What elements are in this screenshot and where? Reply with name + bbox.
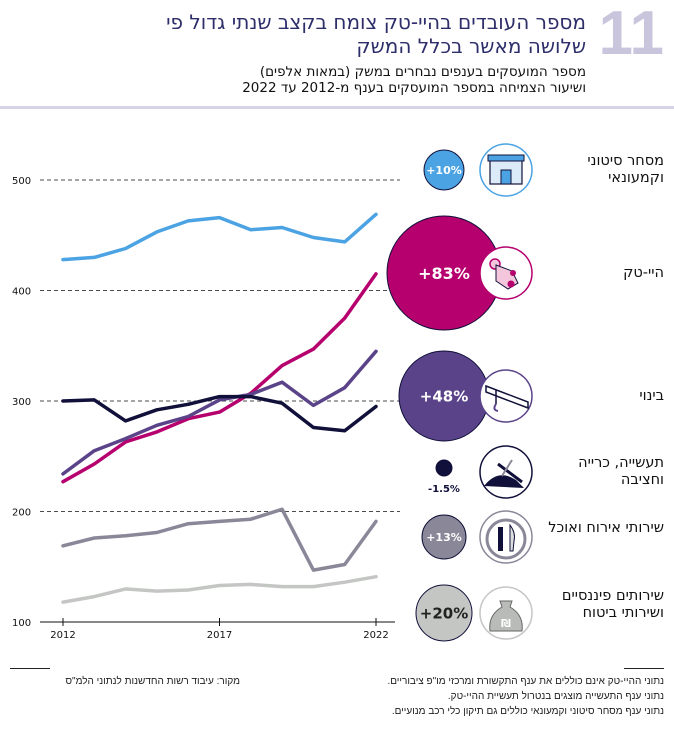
series-line: [61, 507, 378, 572]
subtitle-line-1: מספר המועסקים בענפים נבחרים במשק (במאות …: [259, 64, 586, 80]
subtitle-line-2: ושיעור הצמיחה במספר המועסקים בענף מ-2012…: [242, 80, 586, 96]
joint: [507, 280, 515, 288]
growth-bubble: [435, 459, 453, 477]
figure-number: 11: [598, 0, 664, 68]
footnotes: נתוני ההיי-טק אינם כוללים את ענף התקשורת…: [304, 674, 664, 719]
growth-label: +10%: [426, 164, 462, 177]
bag: [489, 600, 523, 632]
footnote: נתוני ענף התעשייה מוצגים בנטרול תעשיית ה…: [447, 691, 664, 702]
series-label: בינוי: [639, 387, 664, 404]
footnote: נתוני ענף מסחר סיטוני וקמעונאי כוללים גם…: [391, 706, 664, 717]
icon-circle: [479, 445, 533, 499]
series-line: [61, 394, 378, 433]
pickaxe-head: [501, 459, 513, 477]
y-tick-label: 300: [12, 397, 31, 408]
crane-arm: [485, 384, 529, 410]
y-tick-label: 500: [12, 176, 31, 187]
robot-hand-icon: [479, 246, 533, 300]
series-label: היי-טק: [623, 264, 664, 281]
series-line: [61, 272, 378, 484]
y-tick-label: 400: [12, 287, 31, 298]
growth-label: +13%: [426, 531, 462, 544]
growth-label: -1.5%: [428, 484, 460, 495]
x-tick-label: 2022: [363, 630, 388, 641]
series-label: מסחר סיטוני וקמעונאי: [587, 153, 664, 186]
money-bag-icon: ₪: [479, 586, 533, 640]
plate: [485, 518, 527, 560]
line-chart: 100 200 300 400 500 2012 2017 2022 +10% +83% +48%…: [12, 143, 533, 642]
growth-bubble: [423, 149, 465, 191]
crane-hook: [493, 403, 499, 412]
chart-subtitle: מספר המועסקים בענפים נבחרים במשק (במאות …: [106, 64, 586, 96]
shekel-sign: ₪: [501, 617, 511, 630]
series-line: [61, 212, 378, 262]
rubble: [484, 475, 524, 488]
crane-icon: [479, 369, 533, 423]
growth-bubble: [415, 584, 473, 642]
pickaxe-icon: [479, 445, 533, 499]
growth-bubble: [421, 514, 467, 560]
x-tick-label: 2012: [50, 630, 75, 641]
shop-icon: [479, 143, 533, 197]
footnote: נתוני ההיי-טק אינם כוללים את ענף התקשורת…: [387, 676, 664, 687]
series-label: תעשייה, כרייה וחציבה: [578, 455, 664, 488]
growth-label: +20%: [420, 604, 468, 622]
knife: [509, 523, 515, 552]
pickaxe-handle: [497, 462, 523, 484]
x-tick-label: 2017: [207, 630, 232, 641]
shop-door: [500, 169, 512, 185]
chart-title: מספר העובדים בהיי-טק צומח בקצב שנתי גדול…: [166, 10, 586, 58]
series-line: [61, 574, 378, 604]
y-tick-label: 200: [12, 508, 31, 519]
joint: [510, 270, 516, 276]
series-label: שירותי אירוח ואוכל: [548, 520, 664, 536]
series-line: [61, 349, 378, 476]
series-label: שירותים פיננסיים ושירותי ביטוח: [561, 587, 664, 621]
icon-circle: [479, 369, 533, 423]
growth-label: +48%: [420, 387, 468, 405]
source-text: מקור: עיבוד רשות החדשנות לנתוני הלמ"ס: [65, 676, 240, 687]
notes-divider: [624, 668, 664, 669]
cutlery-icon: [479, 510, 533, 564]
header-divider: [0, 106, 674, 109]
y-tick-label: 100: [12, 618, 31, 629]
source-divider: [10, 668, 50, 669]
growth-label: +83%: [418, 264, 470, 283]
fork: [498, 527, 503, 551]
shop-awning: [487, 154, 525, 162]
